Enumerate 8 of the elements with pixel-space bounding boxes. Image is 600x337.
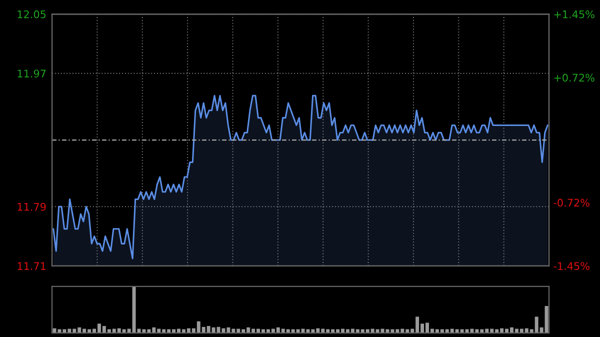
y-tick-label: 11.71	[18, 262, 46, 270]
y-tick-label: 11.79	[18, 202, 46, 211]
y-tick-label: 11.97	[18, 70, 46, 78]
y2-tick-label: +0.72%	[554, 74, 594, 82]
y2-tick-label: -1.45%	[554, 262, 590, 270]
y-tick-label: 12.05	[18, 10, 46, 18]
y2-tick-label: +1.45%	[554, 10, 594, 18]
y2-tick-label: -0.72%	[554, 198, 590, 207]
